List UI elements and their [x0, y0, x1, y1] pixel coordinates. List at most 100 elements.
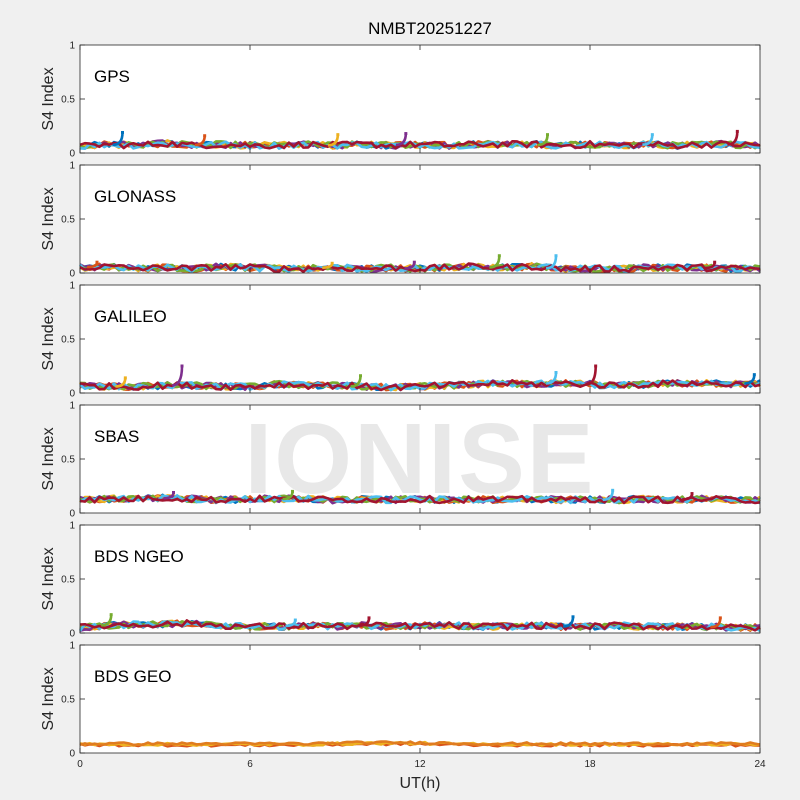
peak-trace: [537, 134, 549, 147]
panel-label: GLONASS: [94, 187, 176, 206]
data-point: [412, 260, 416, 264]
y-tick-label: 1: [69, 521, 75, 532]
data-point: [497, 254, 501, 258]
y-tick-label: 0: [69, 509, 75, 520]
plot-area: [80, 45, 760, 153]
y-tick-label: 0.5: [61, 215, 75, 226]
data-point: [203, 134, 207, 138]
plot-area: [80, 645, 760, 753]
series-trace: [79, 494, 761, 505]
y-tick-label: 0.5: [61, 455, 75, 466]
panel-bds-ngeo: 0 0.5 1 S4 Index BDS NGEO: [40, 521, 761, 640]
data-point: [95, 260, 99, 264]
y-axis-label: S4 Index: [40, 547, 57, 610]
panel-label: BDS NGEO: [94, 547, 184, 566]
data-point: [404, 132, 408, 136]
y-tick-label: 0.5: [61, 575, 75, 586]
peak-trace: [395, 133, 408, 147]
y-tick-label: 0: [69, 149, 75, 160]
data-point: [546, 133, 549, 137]
x-tick-label: 6: [247, 759, 253, 770]
x-tick-label: 18: [584, 759, 596, 770]
data-point: [594, 364, 598, 368]
series-traces: [79, 740, 761, 748]
series-trace: [79, 740, 761, 747]
y-tick-label: 1: [69, 281, 75, 292]
plot-area: [80, 525, 760, 633]
series-traces: [78, 364, 761, 392]
data-point: [690, 492, 694, 496]
data-point: [367, 616, 371, 620]
y-tick-label: 0: [69, 389, 75, 400]
y-tick-label: 0.5: [61, 335, 75, 346]
peak-trace: [642, 134, 654, 146]
panel-glonass: 0 0.5 1 S4 Index GLONASS: [40, 161, 761, 280]
data-point: [123, 376, 127, 380]
x-tick-label: 12: [414, 759, 426, 770]
series-trace: [79, 379, 761, 392]
plot-area: [80, 165, 760, 273]
data-point: [752, 373, 756, 377]
peak-trace: [101, 614, 113, 627]
data-point: [554, 254, 558, 258]
data-point: [121, 130, 124, 134]
y-tick-label: 0.5: [61, 95, 75, 106]
peak-trace: [327, 134, 340, 147]
panel-label: GALILEO: [94, 307, 167, 326]
figure-title: NMBT20251227: [368, 19, 492, 38]
peak-trace: [489, 255, 501, 269]
series-traces: [79, 129, 761, 150]
series-trace: [79, 494, 761, 505]
data-point: [718, 616, 722, 620]
y-tick-label: 0.5: [61, 695, 75, 706]
y-tick-label: 1: [69, 161, 75, 172]
y-tick-label: 0: [69, 749, 75, 760]
data-point: [172, 490, 175, 494]
x-axis-label: UT(h): [400, 775, 441, 792]
x-tick-label: 0: [77, 759, 83, 770]
y-axis-label: S4 Index: [40, 67, 57, 130]
data-point: [359, 374, 362, 378]
y-axis-label: S4 Index: [40, 307, 57, 370]
series-traces: [79, 488, 761, 505]
data-point: [735, 129, 739, 133]
series-trace: [79, 619, 761, 632]
data-point: [180, 364, 184, 368]
panel-label: SBAS: [94, 427, 139, 446]
y-tick-label: 0: [69, 269, 75, 280]
watermark-text: IONISE: [245, 403, 596, 515]
y-tick-label: 0: [69, 629, 75, 640]
panel-bds-geo: 0 0.5 1 0 6 12 18 24 S4 Index BDS GEO: [40, 641, 766, 771]
peak-trace: [546, 255, 558, 270]
peak-trace: [546, 372, 558, 385]
data-point: [109, 613, 113, 617]
panel-label: BDS GEO: [94, 667, 171, 686]
peak-trace: [171, 365, 184, 387]
data-point: [554, 370, 558, 374]
data-point: [571, 615, 575, 619]
data-point: [330, 261, 334, 265]
peak-trace: [727, 131, 739, 146]
y-tick-label: 1: [69, 401, 75, 412]
peak-trace: [585, 365, 597, 386]
data-point: [336, 133, 340, 137]
y-axis-label: S4 Index: [40, 667, 57, 730]
data-point: [650, 133, 654, 137]
data-point: [713, 260, 717, 264]
data-point: [291, 489, 294, 493]
x-tick-label: 24: [754, 759, 766, 770]
peak-trace: [112, 132, 124, 147]
panel-gps: 0 0.5 1 S4 Index GPS: [40, 41, 761, 160]
peak-trace: [350, 375, 362, 388]
data-point: [293, 618, 297, 622]
y-axis-label: S4 Index: [40, 427, 57, 490]
data-point: [611, 488, 615, 492]
peak-trace: [563, 616, 575, 628]
y-tick-label: 1: [69, 641, 75, 652]
y-axis-label: S4 Index: [40, 187, 57, 250]
panel-galileo: 0 0.5 1 S4 Index GALILEO: [40, 281, 761, 400]
panel-sbas: 0 0.5 1 S4 Index SBAS: [40, 401, 761, 520]
plot-area: [80, 285, 760, 393]
y-tick-label: 1: [69, 41, 75, 52]
